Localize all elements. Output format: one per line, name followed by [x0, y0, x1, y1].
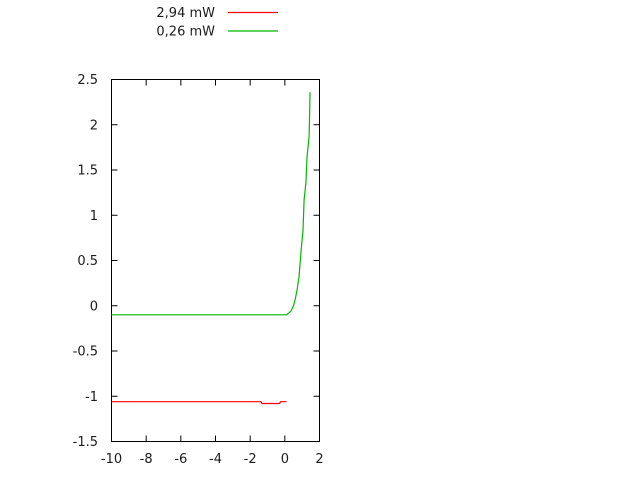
y-tick-label: 1.5 — [77, 164, 98, 179]
y-tick-label: 1 — [90, 209, 98, 224]
legend-label: 2,94 mW — [156, 6, 215, 21]
plot-border — [111, 79, 320, 442]
x-tick-label: -2 — [244, 452, 257, 467]
legend-label: 0,26 mW — [156, 25, 215, 40]
x-tick-label: -4 — [209, 452, 222, 467]
x-tick-label: 0 — [281, 452, 289, 467]
y-tick-label: 0.5 — [77, 254, 98, 269]
x-tick-label: -8 — [140, 452, 153, 467]
series-line-0 — [111, 401, 287, 405]
series-line-1 — [111, 92, 311, 316]
y-tick-label: 2.5 — [77, 73, 98, 88]
y-tick-label: 0 — [90, 299, 98, 314]
y-tick-label: -1.5 — [73, 435, 98, 450]
y-tick-label: -0.5 — [73, 345, 98, 360]
x-tick-label: -10 — [101, 452, 122, 467]
y-tick-label: -1 — [85, 390, 98, 405]
x-tick-label: 2 — [315, 452, 323, 467]
x-tick-label: -6 — [174, 452, 187, 467]
y-tick-label: 2 — [90, 118, 98, 133]
